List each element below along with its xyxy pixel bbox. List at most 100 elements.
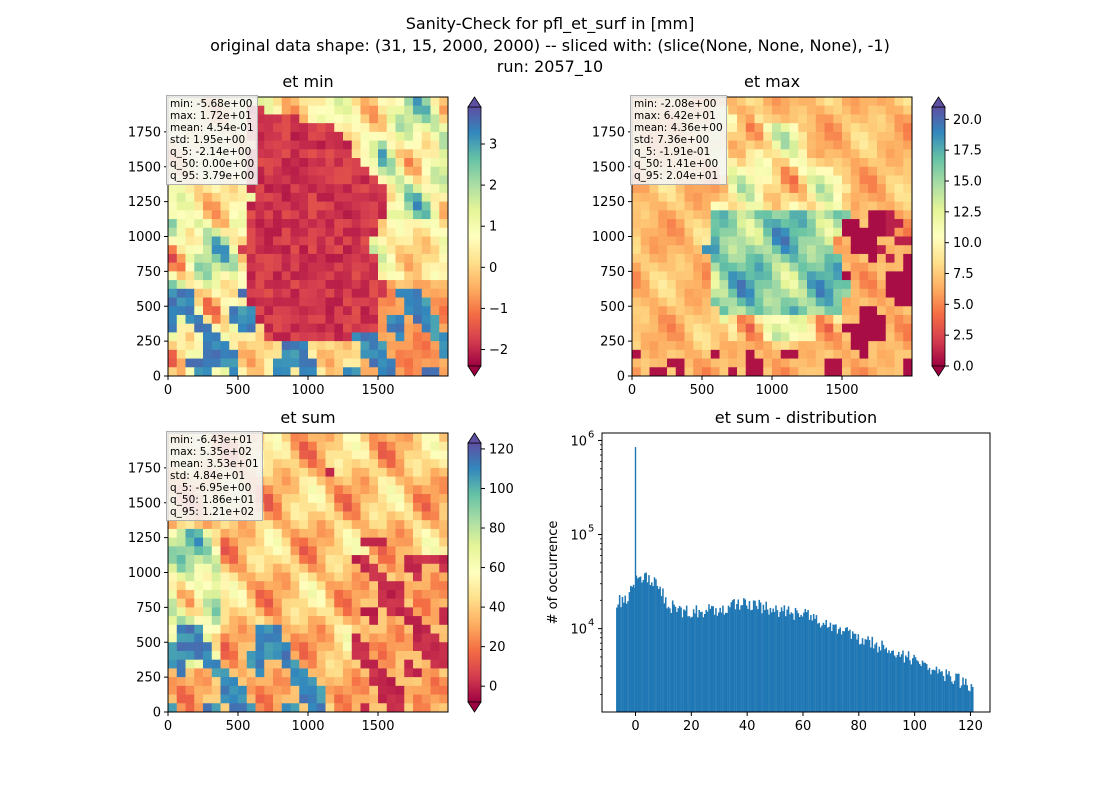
histogram-bar (638, 577, 640, 712)
histogram-bar (840, 634, 843, 712)
colorbar-tick-label: −2 (489, 343, 508, 358)
x-tick-label: 1000 (291, 383, 324, 398)
histogram-bar (819, 627, 822, 712)
histogram-bar (628, 592, 631, 712)
histogram-bar (690, 617, 692, 712)
histogram-bar (934, 670, 936, 712)
histogram-bar (706, 611, 709, 712)
histogram-bar (872, 648, 875, 712)
histogram-bar (676, 612, 678, 712)
y-tick-label: 750 (136, 265, 161, 280)
histogram-bar (857, 634, 860, 712)
colorbar-tick-label: 120 (489, 442, 514, 457)
histogram-bar (635, 575, 638, 712)
colorbar-tick-label: 20 (489, 640, 506, 655)
histogram-bar (907, 651, 910, 712)
histogram-bar (851, 631, 854, 712)
histogram-bar (924, 662, 927, 712)
stat-max: max: 1.72e+01 (170, 110, 252, 122)
histogram-bar (744, 599, 747, 712)
histogram-bar (962, 677, 964, 712)
histogram-bar (697, 617, 699, 712)
histogram-bar (918, 663, 921, 712)
colorbar-tick-label: 3 (489, 138, 497, 153)
y-tick-label: 0 (153, 370, 161, 385)
x-tick-label: 40 (739, 719, 756, 734)
histogram-bar (784, 616, 787, 712)
histogram-bar (891, 650, 893, 712)
histogram-bar (758, 599, 761, 712)
histogram-bar (881, 640, 883, 712)
histogram-bar (814, 618, 816, 712)
panel-title-et-sum-distribution: et sum - distribution (714, 408, 878, 427)
colorbar-extend-bottom (931, 365, 946, 377)
histogram-bar (681, 617, 684, 712)
histogram-bar (644, 573, 646, 712)
histogram-bar (673, 604, 675, 712)
histogram-bar (794, 607, 797, 712)
colorbar-extend-bottom (467, 365, 482, 377)
histogram-bar (684, 610, 687, 712)
histogram-bar (624, 595, 627, 712)
histogram-bar (941, 671, 943, 712)
stat-q95: q_95: 3.79e+00 (170, 170, 255, 182)
histogram-bar (759, 602, 762, 712)
histogram-bar (821, 625, 823, 712)
histogram-bar (765, 601, 767, 712)
histogram-bar (627, 601, 629, 712)
colorbar-tick-label: −1 (489, 302, 508, 317)
colorbar-tick-label: 20.0 (953, 113, 982, 128)
histogram-bar (831, 631, 833, 712)
histogram-bar (715, 608, 717, 712)
colorbar-extend-top (467, 432, 482, 444)
histogram-bar (916, 660, 918, 712)
histogram-bar (737, 599, 740, 712)
stat-mean: mean: 4.36e+00 (634, 122, 723, 134)
y-tick-label: 1750 (128, 461, 161, 476)
histogram-bar (772, 608, 774, 712)
histogram-bar (653, 577, 656, 712)
histogram-bar (632, 584, 635, 712)
x-tick-label: 20 (683, 719, 700, 734)
histogram-bar (949, 676, 952, 712)
histogram-bar (769, 607, 772, 712)
histogram-bar (789, 614, 791, 712)
x-tick-label: 1000 (291, 719, 324, 734)
histogram-bar (925, 664, 928, 712)
histogram-bar (618, 595, 621, 712)
histogram-bar (917, 661, 920, 712)
histogram-bar (727, 605, 730, 712)
y-tick-label: 1500 (128, 496, 161, 511)
histogram-bar (625, 603, 628, 712)
x-tick-label: 0 (631, 719, 639, 734)
colorbar (467, 442, 482, 703)
histogram-bar (935, 666, 938, 712)
x-tick-label: 80 (851, 719, 868, 734)
y-tick-label: 1750 (592, 125, 625, 140)
histogram-bar (854, 633, 857, 712)
histogram-bar (730, 602, 733, 712)
y-tick-label: 1250 (592, 195, 625, 210)
histogram-bar (694, 613, 696, 712)
histogram-bar (695, 605, 698, 712)
histogram-bar (798, 617, 801, 712)
y-tick-label: 0 (617, 370, 625, 385)
histogram-bar (970, 684, 973, 712)
histogram-bar (642, 579, 645, 712)
histogram-bar (616, 607, 618, 712)
histogram-bar (699, 612, 702, 712)
colorbar-tick-label: 15.0 (953, 175, 982, 190)
histogram-bar (650, 582, 653, 712)
histogram-bar (720, 612, 723, 712)
histogram-bar (972, 686, 974, 712)
histogram-axes-frame (601, 432, 991, 713)
stat-mean: mean: 4.54e-01 (170, 122, 254, 134)
stat-q50: q_50: 0.00e+00 (170, 158, 255, 170)
histogram-bar (688, 616, 691, 712)
histogram-bar (797, 613, 800, 712)
histogram-bar (656, 585, 659, 712)
histogram-bar (752, 600, 755, 712)
y-tick-label: 1250 (128, 531, 161, 546)
histogram-bar (711, 605, 713, 712)
histogram-bar (755, 605, 758, 712)
